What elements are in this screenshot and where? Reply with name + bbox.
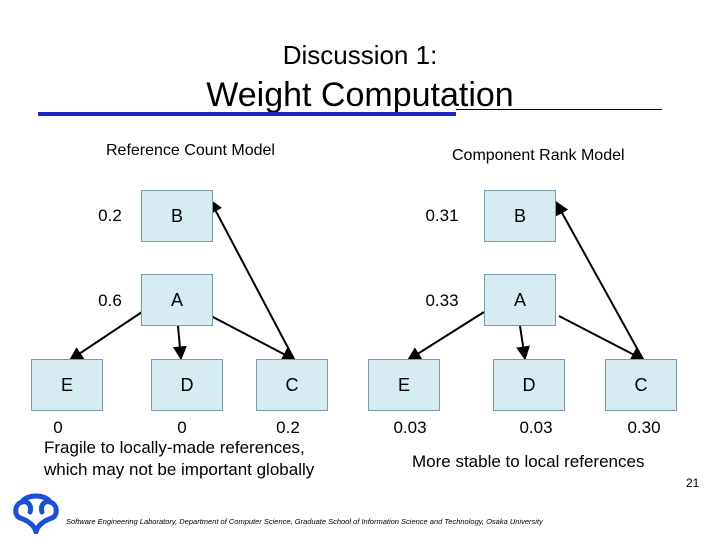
- left-node-a-label: A: [170, 289, 183, 310]
- left-node-b: B: [141, 190, 213, 242]
- right-arrow-a-to-d: [516, 325, 531, 361]
- left-caption: Fragile to locally-made references, whic…: [44, 437, 314, 481]
- right-arrow-c-to-b: [555, 200, 645, 362]
- left-node-c: C: [256, 359, 328, 411]
- left-arrow-c-to-b: [209, 198, 296, 362]
- slide-title: Weight Computation: [206, 76, 514, 114]
- right-weight-b: 0.31: [425, 206, 459, 225]
- right-node-e-label: E: [397, 374, 410, 395]
- left-caption-line1: Fragile to locally-made references,: [44, 438, 305, 457]
- slide-subtitle: Discussion 1:: [282, 40, 438, 70]
- right-node-a-label: A: [513, 289, 526, 310]
- left-arrow-a-to-e: [68, 311, 143, 361]
- left-node-a: A: [141, 274, 213, 326]
- right-model-label: Component Rank Model: [452, 147, 625, 164]
- right-weight-d: 0.03: [519, 418, 553, 437]
- right-weight-c: 0.30: [627, 418, 661, 437]
- right-caption: More stable to local references: [412, 452, 645, 471]
- right-arrow-a-to-c: [558, 315, 646, 361]
- page-number: 21: [686, 476, 700, 490]
- left-weight-d: 0: [177, 418, 187, 437]
- title-underline-accent: [38, 112, 456, 116]
- left-node-d: D: [151, 359, 223, 411]
- right-node-b-label: B: [513, 205, 526, 226]
- left-node-b-label: B: [170, 205, 183, 226]
- university-logo-icon: [13, 493, 59, 534]
- right-node-c: C: [605, 359, 677, 411]
- right-node-a: A: [484, 274, 556, 326]
- right-node-d-label: D: [522, 374, 536, 395]
- left-model-label: Reference Count Model: [106, 142, 275, 159]
- left-weight-b: 0.2: [98, 206, 122, 225]
- left-arrow-a-to-d: [172, 325, 187, 361]
- footer-affiliation: Software Engineering Laboratory, Departm…: [66, 517, 543, 526]
- right-node-b: B: [484, 190, 556, 242]
- right-weight-e: 0.03: [393, 418, 427, 437]
- left-node-c-label: C: [285, 374, 299, 395]
- title-underline-rule: [456, 109, 662, 110]
- right-node-e: E: [368, 359, 440, 411]
- right-node-d: D: [493, 359, 565, 411]
- left-weight-a: 0.6: [98, 291, 122, 310]
- left-node-d-label: D: [180, 374, 194, 395]
- right-arrow-a-to-e: [406, 311, 485, 361]
- left-node-e-label: E: [60, 374, 73, 395]
- right-node-c-label: C: [634, 374, 648, 395]
- left-weight-e: 0: [53, 418, 63, 437]
- left-caption-line2: which may not be important globally: [44, 460, 315, 479]
- left-weight-c: 0.2: [276, 418, 300, 437]
- left-arrow-a-to-c: [210, 315, 297, 361]
- right-weight-a: 0.33: [425, 291, 459, 310]
- left-node-e: E: [31, 359, 103, 411]
